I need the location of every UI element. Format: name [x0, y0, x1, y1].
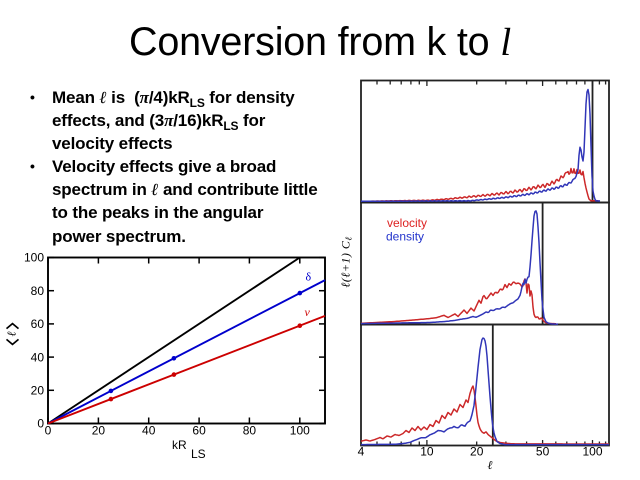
svg-text:ℓ(ℓ+1) Cℓ: ℓ(ℓ+1) Cℓ [339, 236, 354, 287]
svg-text:LS: LS [191, 447, 206, 461]
svg-text:80: 80 [243, 424, 257, 438]
svg-text:10: 10 [420, 445, 434, 459]
svg-text:20: 20 [92, 424, 106, 438]
svg-text:ℓ: ℓ [488, 458, 493, 472]
svg-text:δ: δ [306, 270, 312, 284]
svg-text:0: 0 [37, 417, 44, 431]
svg-text:60: 60 [31, 317, 45, 331]
svg-text:100: 100 [290, 424, 310, 438]
svg-text:100: 100 [582, 445, 602, 459]
svg-text:50: 50 [536, 445, 550, 459]
svg-text:80: 80 [31, 284, 45, 298]
svg-text:4: 4 [358, 445, 365, 459]
svg-text:40: 40 [142, 424, 156, 438]
svg-text:40: 40 [31, 350, 45, 364]
svg-text:ℓ: ℓ [4, 332, 18, 337]
svg-text:20: 20 [31, 384, 45, 398]
svg-text:kR: kR [172, 438, 187, 452]
svg-text:100: 100 [24, 251, 44, 265]
svg-text:0: 0 [45, 424, 52, 438]
svg-text:20: 20 [470, 445, 484, 459]
svg-text:v: v [305, 305, 311, 319]
svg-text:60: 60 [192, 424, 206, 438]
svg-text:velocity: velocity [387, 216, 427, 230]
svg-text:density: density [386, 230, 424, 244]
